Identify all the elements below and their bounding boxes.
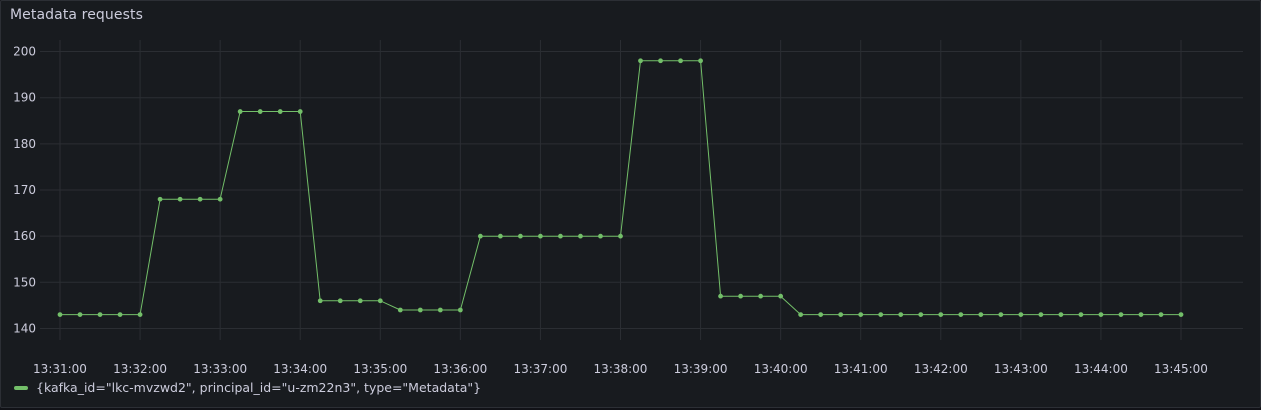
data-point [277,109,283,114]
data-point [77,312,83,318]
data-point [658,58,663,64]
data-point [337,298,343,304]
data-point [758,293,764,299]
data-point [918,312,924,318]
x-tick-label: 13:38:00 [594,362,648,376]
y-tick-label: 160 [13,229,36,243]
data-point [798,312,804,318]
y-tick-label: 170 [13,183,36,197]
data-point [257,109,263,114]
data-point [317,298,323,304]
x-tick-label: 13:34:00 [273,362,327,376]
data-point [297,109,303,114]
data-point [1118,312,1124,318]
data-point [898,312,904,318]
data-point [778,293,784,299]
data-point [1058,312,1064,318]
legend-label: {kafka_id="lkc-mvzwd2", principal_id="u-… [36,380,482,395]
data-point [157,196,163,202]
data-point [197,196,203,202]
data-point [538,233,543,239]
data-point [1178,312,1184,318]
x-tick-label: 13:37:00 [513,362,567,376]
x-tick-label: 13:31:00 [33,362,87,376]
data-point [978,312,984,318]
x-tick-label: 13:42:00 [914,362,968,376]
panel-title: Metadata requests [10,7,143,23]
data-point [678,58,683,64]
x-tick-label: 13:40:00 [754,362,808,376]
data-point [1138,312,1144,318]
data-point [117,312,123,318]
x-tick-label: 13:41:00 [834,362,888,376]
data-point [437,307,443,313]
x-tick-label: 13:36:00 [433,362,487,376]
data-point [237,109,243,114]
y-tick-label: 150 [13,275,36,289]
data-point [838,312,844,318]
data-point [858,312,864,318]
data-point [1078,312,1084,318]
y-tick-label: 180 [13,137,36,151]
data-point [1098,312,1104,318]
x-tick-label: 13:33:00 [193,362,247,376]
x-tick-label: 13:43:00 [994,362,1048,376]
data-point [477,233,483,239]
y-tick-label: 200 [13,45,36,59]
x-tick-label: 13:44:00 [1074,362,1128,376]
y-tick-label: 190 [13,91,36,105]
data-point [638,58,643,64]
data-point [578,233,583,239]
data-point [518,233,523,239]
data-point [878,312,884,318]
data-point [1018,312,1024,318]
x-tick-label: 13:39:00 [674,362,728,376]
data-point [698,58,703,64]
data-point [998,312,1004,318]
legend[interactable]: {kafka_id="lkc-mvzwd2", principal_id="u-… [14,380,481,395]
data-point [598,233,603,239]
data-point [738,293,744,299]
data-point [137,312,143,318]
data-point [618,233,623,239]
data-point [958,312,964,318]
data-point [377,298,383,304]
data-point [938,312,944,318]
x-tick-label: 13:45:00 [1154,362,1208,376]
data-point [1038,312,1044,318]
legend-swatch [14,385,28,390]
data-point [217,196,223,202]
data-point [718,293,723,299]
data-point [97,312,103,318]
data-point [57,312,63,318]
x-tick-label: 13:32:00 [113,362,167,376]
data-point [417,307,423,313]
data-point [558,233,563,239]
y-tick-label: 140 [13,321,36,335]
data-point [497,233,503,239]
data-point [177,196,183,202]
data-point [397,307,403,313]
data-point [818,312,824,318]
data-point [457,307,463,313]
x-tick-label: 13:35:00 [353,362,407,376]
data-point [1158,312,1164,318]
data-point [357,298,363,304]
